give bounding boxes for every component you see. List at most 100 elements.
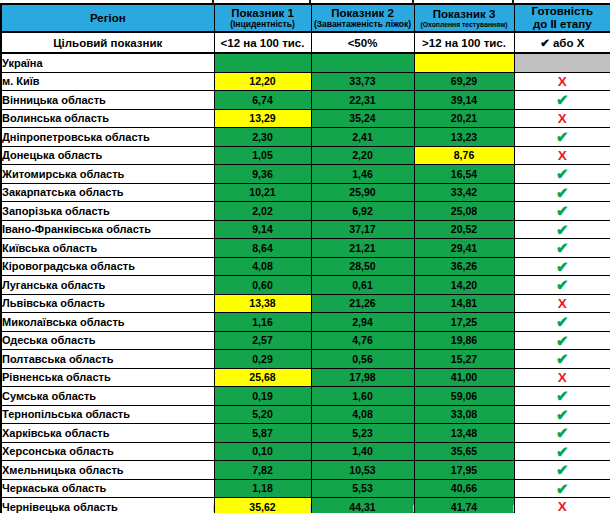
readiness-status-cell[interactable]: ✔ [514, 202, 610, 221]
indicator-3-cell[interactable]: 33,42 [414, 183, 514, 202]
indicator-3-cell[interactable]: 29,41 [414, 239, 514, 258]
indicator-2-cell[interactable]: 5,23 [311, 424, 414, 443]
region-cell[interactable]: Луганська область [1, 276, 214, 295]
indicator-1-cell[interactable]: 5,87 [214, 424, 311, 443]
indicator-2-cell[interactable]: 2,94 [311, 313, 414, 332]
indicator-1-cell[interactable] [214, 53, 311, 72]
indicator-3-cell[interactable]: 16,54 [414, 165, 514, 184]
indicator-2-cell[interactable]: 35,24 [311, 109, 414, 128]
readiness-status-cell[interactable]: Х [514, 146, 610, 165]
readiness-status-cell[interactable]: ✔ [514, 183, 610, 202]
indicator-1-cell[interactable]: 7,82 [214, 461, 311, 480]
indicator-2-cell[interactable]: 2,41 [311, 128, 414, 147]
indicator-1-cell[interactable]: 13,38 [214, 294, 311, 313]
readiness-status-cell[interactable]: ✔ [514, 239, 610, 258]
readiness-status-cell[interactable]: ✔ [514, 276, 610, 295]
indicator-1-cell[interactable]: 0,60 [214, 276, 311, 295]
indicator-3-cell[interactable]: 17,95 [414, 461, 514, 480]
readiness-status-cell[interactable]: ✔ [514, 461, 610, 480]
region-cell[interactable]: Львівська область [1, 294, 214, 313]
readiness-status-cell[interactable] [514, 53, 610, 72]
indicator-1-cell[interactable]: 1,18 [214, 479, 311, 498]
indicator-2-cell[interactable] [311, 53, 414, 72]
indicator-2-cell[interactable]: 21,26 [311, 294, 414, 313]
readiness-status-cell[interactable]: ✔ [514, 387, 610, 406]
region-cell[interactable]: Чернівецька область [1, 498, 214, 513]
region-cell[interactable]: Рівненська область [1, 368, 214, 387]
indicator-1-cell[interactable]: 9,14 [214, 220, 311, 239]
indicator-1-cell[interactable]: 8,64 [214, 239, 311, 258]
indicator-2-cell[interactable]: 2,20 [311, 146, 414, 165]
target-indicator-3[interactable]: >12 на 100 тис. [414, 32, 514, 53]
readiness-status-cell[interactable]: ✔ [514, 220, 610, 239]
indicator-3-cell[interactable]: 20,52 [414, 220, 514, 239]
region-cell[interactable]: Кіровоградська область [1, 257, 214, 276]
indicator-2-cell[interactable]: 0,61 [311, 276, 414, 295]
indicator-3-cell[interactable] [414, 53, 514, 72]
region-cell[interactable]: Полтавська область [1, 350, 214, 369]
target-row-label[interactable]: Цільовий показник [1, 32, 214, 53]
indicator-1-cell[interactable]: 12,20 [214, 72, 311, 91]
indicator-3-cell[interactable]: 20,21 [414, 109, 514, 128]
header-indicator-3[interactable]: Показник 3 (Охоплення тестуванням) [414, 4, 514, 32]
target-readiness[interactable]: ✔ або Х [514, 32, 610, 53]
region-cell[interactable]: Тернопільська область [1, 405, 214, 424]
indicator-2-cell[interactable]: 33,73 [311, 72, 414, 91]
indicator-2-cell[interactable]: 22,31 [311, 91, 414, 110]
indicator-1-cell[interactable]: 0,19 [214, 387, 311, 406]
indicator-1-cell[interactable]: 35,62 [214, 498, 311, 513]
indicator-2-cell[interactable]: 6,92 [311, 202, 414, 221]
readiness-status-cell[interactable]: ✔ [514, 424, 610, 443]
readiness-status-cell[interactable]: ✔ [514, 257, 610, 276]
readiness-status-cell[interactable]: ✔ [514, 405, 610, 424]
readiness-status-cell[interactable]: ✔ [514, 128, 610, 147]
indicator-1-cell[interactable]: 6,74 [214, 91, 311, 110]
indicator-2-cell[interactable]: 17,98 [311, 368, 414, 387]
indicator-1-cell[interactable]: 1,05 [214, 146, 311, 165]
indicator-2-cell[interactable]: 25,90 [311, 183, 414, 202]
region-cell[interactable]: Вінницька область [1, 91, 214, 110]
region-cell[interactable]: Івано-Франківська область [1, 220, 214, 239]
indicator-3-cell[interactable]: 13,23 [414, 128, 514, 147]
target-indicator-2[interactable]: <50% [311, 32, 414, 53]
header-region[interactable]: Регіон [1, 4, 214, 32]
indicator-2-cell[interactable]: 1,60 [311, 387, 414, 406]
indicator-3-cell[interactable]: 39,14 [414, 91, 514, 110]
indicator-3-cell[interactable]: 19,86 [414, 331, 514, 350]
region-cell[interactable]: Хмельницька область [1, 461, 214, 480]
indicator-3-cell[interactable]: 41,74 [414, 498, 514, 513]
indicator-1-cell[interactable]: 1,16 [214, 313, 311, 332]
indicator-3-cell[interactable]: 69,29 [414, 72, 514, 91]
indicator-2-cell[interactable]: 44,31 [311, 498, 414, 513]
readiness-status-cell[interactable]: ✔ [514, 165, 610, 184]
indicator-3-cell[interactable]: 35,65 [414, 442, 514, 461]
header-indicator-2[interactable]: Показник 2 (Завантаженість ліжок) [311, 4, 414, 32]
indicator-3-cell[interactable]: 8,76 [414, 146, 514, 165]
header-readiness[interactable]: Готовність до ІІ етапу [514, 4, 610, 32]
region-cell[interactable]: Дніпропетровська область [1, 128, 214, 147]
readiness-status-cell[interactable]: Х [514, 109, 610, 128]
indicator-2-cell[interactable]: 37,17 [311, 220, 414, 239]
indicator-3-cell[interactable]: 14,81 [414, 294, 514, 313]
indicator-3-cell[interactable]: 13,48 [414, 424, 514, 443]
readiness-status-cell[interactable]: Х [514, 498, 610, 513]
region-cell[interactable]: Закарпатська область [1, 183, 214, 202]
readiness-status-cell[interactable]: ✔ [514, 331, 610, 350]
indicator-2-cell[interactable]: 4,08 [311, 405, 414, 424]
indicator-3-cell[interactable]: 40,66 [414, 479, 514, 498]
readiness-status-cell[interactable]: Х [514, 368, 610, 387]
region-cell[interactable]: Житомирська область [1, 165, 214, 184]
indicator-1-cell[interactable]: 9,36 [214, 165, 311, 184]
region-cell[interactable]: Сумська область [1, 387, 214, 406]
region-cell[interactable]: Одеська область [1, 331, 214, 350]
indicator-1-cell[interactable]: 5,20 [214, 405, 311, 424]
indicator-2-cell[interactable]: 1,46 [311, 165, 414, 184]
region-cell[interactable]: Волинська область [1, 109, 214, 128]
indicator-3-cell[interactable]: 41,00 [414, 368, 514, 387]
readiness-status-cell[interactable]: Х [514, 72, 610, 91]
indicator-2-cell[interactable]: 5,53 [311, 479, 414, 498]
indicator-3-cell[interactable]: 17,25 [414, 313, 514, 332]
region-cell[interactable]: Харківська область [1, 424, 214, 443]
region-cell[interactable]: Черкаська область [1, 479, 214, 498]
readiness-status-cell[interactable]: ✔ [514, 91, 610, 110]
